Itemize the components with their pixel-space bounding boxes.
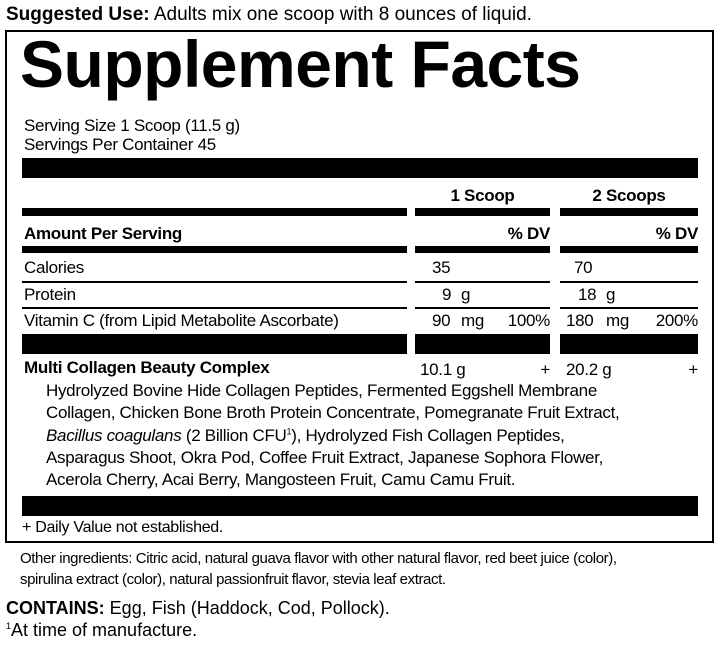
- allergen-statement: CONTAINS: Egg, Fish (Haddock, Cod, Pollo…: [6, 598, 390, 618]
- blend-value-1: 10.1 g: [420, 360, 466, 379]
- divider: [560, 208, 698, 216]
- nutrient-unit-2: mg: [606, 311, 630, 330]
- nutrient-name: Vitamin C (from Lipid Metabolite Ascorba…: [24, 311, 339, 330]
- serving-size: Serving Size 1 Scoop (11.5 g): [24, 116, 240, 135]
- blend-ingredients-line: Bacillus coagulans (2 Billion CFU1), Hyd…: [46, 426, 565, 445]
- other-ingredients-line: spirulina extract (color), natural passi…: [20, 571, 446, 588]
- nutrient-unit-1: g: [461, 285, 471, 304]
- suggested-use: Suggested Use: Adults mix one scoop with…: [6, 4, 532, 25]
- divider: [22, 496, 698, 516]
- divider: [22, 246, 407, 253]
- nutrient-dv-2: 200%: [655, 311, 699, 330]
- divider: [22, 208, 407, 216]
- nutrient-name: Calories: [24, 258, 84, 277]
- nutrient-value-2: 180: [566, 311, 594, 330]
- blend-name: Multi Collagen Beauty Complex: [24, 358, 270, 377]
- other-ingredients-line: Other ingredients: Citric acid, natural …: [20, 550, 617, 567]
- nutrient-value-2: 18: [578, 285, 597, 304]
- divider: [415, 246, 550, 253]
- facts-panel: [5, 30, 714, 543]
- dv-note: + Daily Value not established.: [22, 519, 224, 536]
- divider: [560, 307, 698, 309]
- nutrient-value-1: 90: [432, 311, 451, 330]
- divider: [415, 281, 550, 283]
- divider: [22, 158, 698, 178]
- divider: [22, 334, 407, 354]
- dv-header-1: % DV: [507, 224, 551, 243]
- divider: [560, 246, 698, 253]
- nutrient-name: Protein: [24, 285, 76, 304]
- divider: [560, 281, 698, 283]
- nutrient-unit-1: mg: [461, 311, 485, 330]
- divider: [415, 307, 550, 309]
- dv-header-2: % DV: [655, 224, 699, 243]
- nutrient-value-1: 35: [432, 258, 451, 277]
- blend-ingredients-line: Hydrolyzed Bovine Hide Collagen Peptides…: [46, 381, 597, 400]
- nutrient-value-1: 9: [442, 285, 452, 304]
- divider: [415, 208, 550, 216]
- servings-per-container: Servings Per Container 45: [24, 135, 216, 154]
- blend-dv-1: +: [540, 360, 550, 379]
- blend-dv-2: +: [688, 360, 698, 379]
- page-title: Supplement Facts: [20, 27, 581, 101]
- blend-ingredients-line: Acerola Cherry, Acai Berry, Mangosteen F…: [46, 470, 516, 489]
- blend-ingredients-line: Collagen, Chicken Bone Broth Protein Con…: [46, 403, 620, 422]
- divider: [560, 334, 698, 354]
- nutrient-dv-1: 100%: [507, 311, 551, 330]
- column-header-1-scoop: 1 Scoop: [450, 186, 515, 205]
- divider: [22, 307, 407, 309]
- amount-per-serving: Amount Per Serving: [24, 224, 183, 243]
- divider: [415, 334, 550, 354]
- blend-ingredients-line: Asparagus Shoot, Okra Pod, Coffee Fruit …: [46, 448, 604, 467]
- nutrient-value-2: 70: [574, 258, 593, 277]
- divider: [22, 281, 407, 283]
- column-header-2-scoops: 2 Scoops: [592, 186, 666, 205]
- nutrient-unit-2: g: [606, 285, 616, 304]
- blend-value-2: 20.2 g: [566, 360, 612, 379]
- footnote: 1At time of manufacture.: [6, 620, 198, 640]
